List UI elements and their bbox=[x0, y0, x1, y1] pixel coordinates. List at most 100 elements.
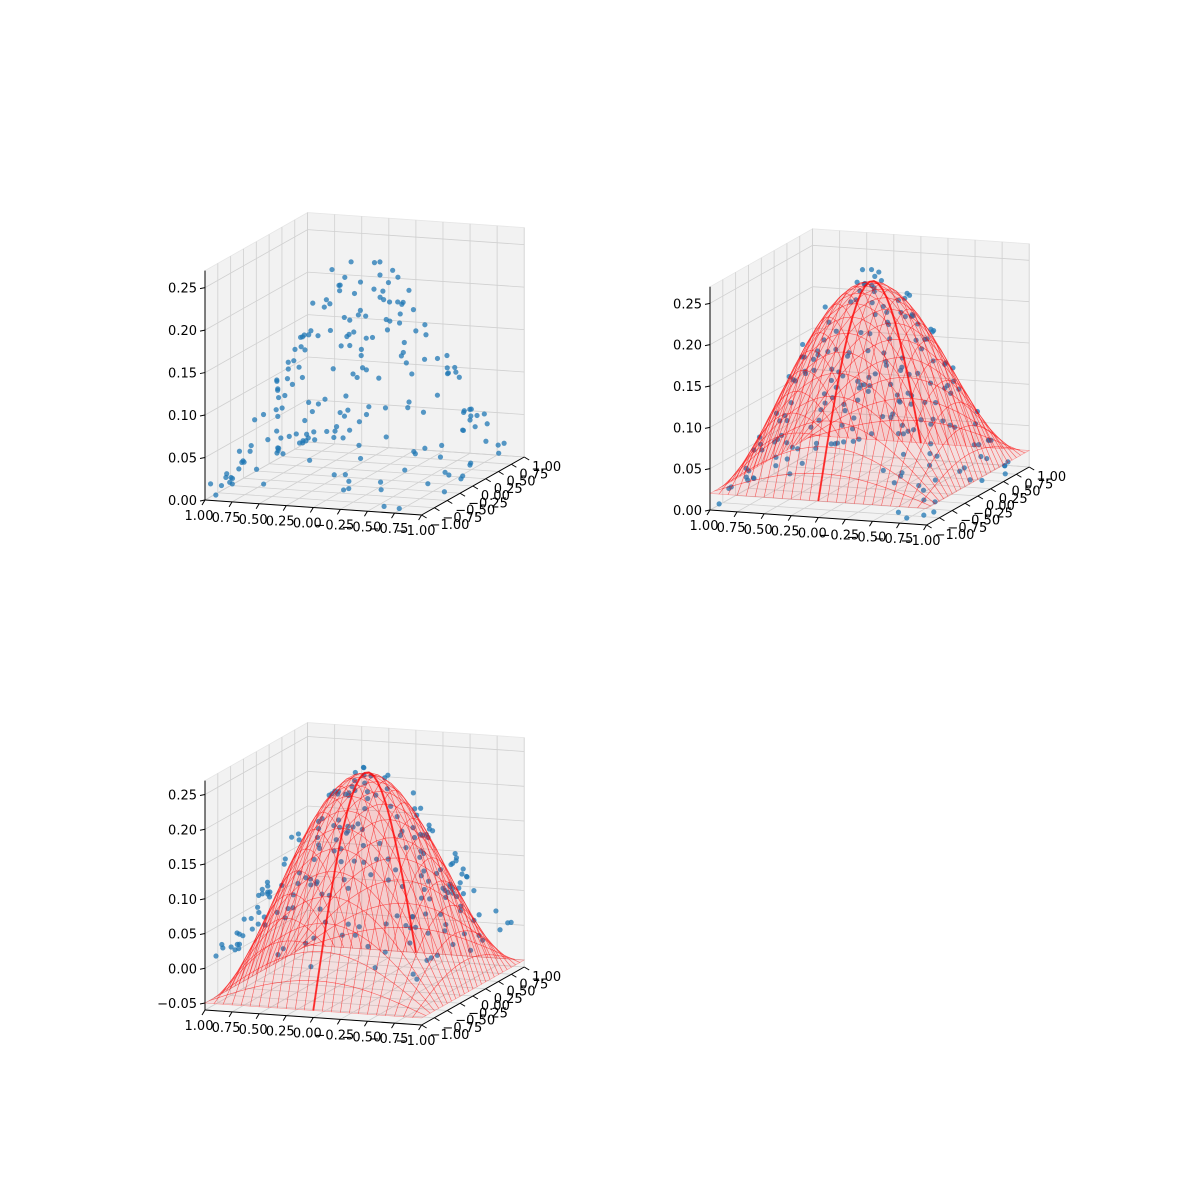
surface-face bbox=[475, 932, 490, 956]
surface-face bbox=[921, 399, 936, 424]
scatter-point bbox=[493, 908, 499, 914]
surface-face bbox=[366, 942, 381, 972]
surface-face bbox=[862, 432, 877, 461]
scatter-point bbox=[265, 437, 271, 443]
surface-face bbox=[972, 425, 987, 450]
grid-line bbox=[231, 953, 335, 1013]
scatter-point bbox=[813, 445, 819, 451]
surface-face bbox=[362, 965, 377, 993]
x-tick-mark bbox=[706, 509, 711, 516]
surface-face bbox=[817, 432, 832, 438]
surface-face bbox=[735, 459, 751, 478]
surface-face bbox=[911, 385, 926, 415]
surface-face bbox=[312, 895, 327, 918]
surface-face bbox=[917, 501, 932, 509]
surface-face bbox=[375, 927, 390, 952]
surface-face bbox=[921, 496, 936, 507]
grid-line bbox=[307, 951, 525, 968]
surface-face bbox=[915, 375, 930, 405]
surface-face bbox=[298, 928, 314, 943]
scatter-point bbox=[453, 893, 460, 900]
surface-face bbox=[410, 875, 425, 907]
scatter-point bbox=[350, 824, 356, 830]
surface-face bbox=[983, 427, 999, 443]
surface-face bbox=[786, 413, 802, 435]
surface-face bbox=[784, 360, 799, 387]
surface-face bbox=[805, 332, 821, 353]
surface-face bbox=[966, 398, 981, 420]
grid-line bbox=[204, 840, 525, 900]
surface-face bbox=[844, 424, 859, 453]
surface-face bbox=[283, 853, 298, 881]
scatter-point bbox=[336, 817, 342, 823]
surface-face bbox=[925, 490, 940, 504]
scatter-point bbox=[759, 447, 765, 453]
scatter-point bbox=[441, 489, 448, 495]
surface-face bbox=[461, 922, 476, 944]
surface-face bbox=[910, 350, 925, 378]
surface-face bbox=[274, 875, 289, 904]
surface-face bbox=[998, 437, 1012, 449]
surface-face bbox=[427, 837, 442, 863]
surface-face bbox=[879, 355, 894, 384]
scatter-point bbox=[369, 334, 376, 341]
surface-face bbox=[881, 339, 896, 360]
scatter-point bbox=[302, 417, 308, 424]
scatter-point bbox=[296, 364, 302, 370]
scatter-point bbox=[306, 332, 312, 338]
scatter-point bbox=[976, 442, 982, 448]
surface-face bbox=[390, 792, 405, 812]
surface-face bbox=[430, 841, 445, 867]
scatter-point bbox=[496, 450, 502, 456]
y-tick-label: −1.00 bbox=[935, 528, 975, 543]
surface-face bbox=[846, 285, 861, 296]
scatter-point bbox=[255, 904, 261, 910]
z-tick-mark bbox=[199, 967, 206, 970]
scatter-point bbox=[459, 871, 465, 877]
surface-face bbox=[315, 814, 330, 840]
surface-face bbox=[835, 401, 850, 419]
grid-line bbox=[709, 451, 1030, 511]
surface-face bbox=[277, 940, 292, 963]
surface-face bbox=[762, 403, 777, 430]
scatter-point bbox=[390, 267, 396, 273]
surface-face bbox=[275, 893, 291, 925]
scatter-point bbox=[832, 441, 838, 447]
surface-face bbox=[980, 418, 994, 435]
scatter-point bbox=[314, 879, 320, 885]
surface-face bbox=[251, 927, 267, 958]
scatter-point bbox=[858, 329, 864, 336]
surface-face bbox=[450, 933, 465, 965]
surface-face bbox=[416, 862, 431, 889]
surface-face bbox=[249, 984, 264, 1008]
surface-face bbox=[349, 851, 364, 877]
scatter-point bbox=[971, 442, 977, 448]
surface-face bbox=[818, 363, 833, 386]
z-tick-label: 0.00 bbox=[673, 504, 702, 519]
surface-face bbox=[424, 926, 439, 958]
surface-face bbox=[857, 357, 872, 385]
scatter-point bbox=[348, 259, 354, 265]
surface-face bbox=[858, 367, 873, 390]
y-tick-mark bbox=[485, 988, 491, 993]
surface-face bbox=[861, 305, 876, 325]
scatter-point bbox=[437, 866, 444, 873]
scatter-point bbox=[926, 462, 933, 468]
surface-face bbox=[832, 305, 847, 323]
surface-face bbox=[480, 954, 495, 980]
surface-face bbox=[289, 864, 304, 896]
surface-face bbox=[359, 782, 374, 797]
surface-face bbox=[280, 907, 295, 938]
scatter-point bbox=[948, 390, 954, 396]
surface-face bbox=[736, 480, 751, 497]
x-tick-label: 0.75 bbox=[717, 521, 746, 536]
surface-face bbox=[882, 283, 897, 292]
surface-face bbox=[497, 949, 512, 959]
surface-face bbox=[261, 895, 276, 925]
surface-face bbox=[786, 448, 801, 475]
scatter-point bbox=[352, 769, 358, 776]
surface-face bbox=[798, 350, 813, 378]
surface-face bbox=[300, 828, 316, 851]
surface-face bbox=[288, 840, 303, 868]
grid-line bbox=[231, 443, 335, 503]
